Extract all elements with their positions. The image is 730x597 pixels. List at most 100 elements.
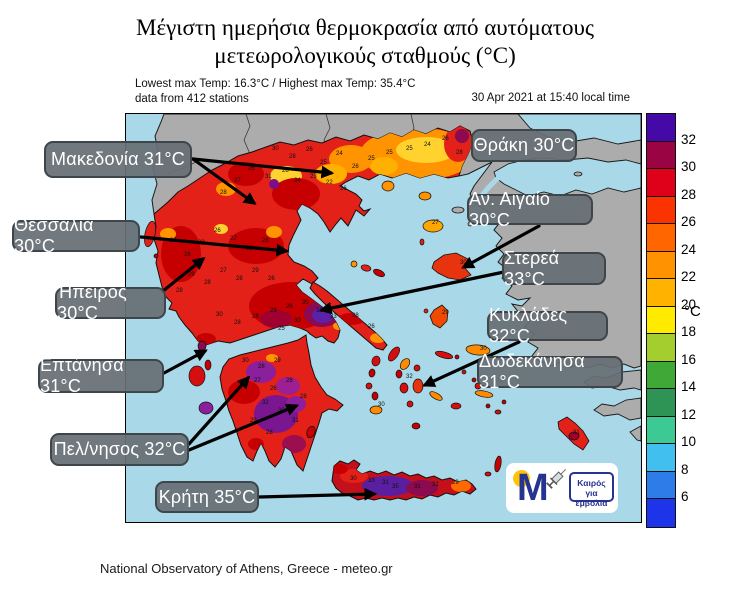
sun-icon — [513, 470, 530, 487]
island-chios — [429, 304, 449, 329]
station-temp-value: 31 — [292, 418, 299, 424]
temperature-patch — [266, 354, 278, 362]
callout-arrow — [161, 257, 206, 293]
gray-island — [451, 206, 465, 214]
island-kythira — [306, 425, 316, 439]
meteo-m-monogram: M — [517, 467, 549, 509]
subtitle: Lowest max Temp: 16.3°C / Highest max Te… — [135, 77, 415, 107]
island-corfu — [144, 220, 156, 248]
island-rhodes-interior — [568, 431, 580, 441]
colorbar-tick-label: 32 — [681, 131, 697, 147]
colorbar-band — [647, 416, 675, 445]
station-temp-value: 25 — [278, 326, 285, 332]
island-paxoi — [153, 253, 159, 259]
island-limnos — [422, 219, 444, 233]
island-ag-efstratios — [419, 238, 425, 246]
island-samothraki — [418, 191, 432, 201]
island-fourni — [454, 354, 460, 360]
logo-caption: Καιρός για εμβόλια — [569, 472, 614, 508]
station-temp-value: 26 — [268, 276, 275, 282]
station-temp-value: 26 — [184, 252, 191, 258]
colorbar-tick-label: 14 — [681, 379, 697, 395]
station-temp-value: 26 — [368, 324, 375, 330]
syringe-icon — [546, 468, 567, 489]
station-temp-value: 31 — [414, 484, 421, 490]
map-datetime: 30 Apr 2021 at 15:40 local time — [471, 92, 630, 104]
colorbar — [646, 113, 676, 528]
station-temp-value: 28 — [266, 430, 273, 436]
station-temp-value: 25 — [368, 156, 375, 162]
callout-dodekanisa: Δωδεκάνησα 31°C — [477, 351, 623, 392]
callout-arrow — [461, 224, 541, 269]
island-samos — [465, 344, 491, 356]
station-temp-value: 25 — [386, 150, 393, 156]
island-kasos — [484, 471, 492, 477]
subtitle-temps: Lowest max Temp: 16.3°C / Highest max Te… — [135, 78, 416, 90]
temperature-patch — [276, 377, 300, 395]
colorbar-tick-label: 10 — [681, 434, 697, 450]
station-temp-value: 29 — [270, 308, 277, 314]
colorbar-band — [647, 444, 675, 472]
callout-ipeiros: Ήπειρος 30°C — [55, 282, 166, 323]
marmaris-coast — [629, 425, 641, 442]
temperature-patch — [370, 157, 398, 175]
temperature-patch — [455, 129, 469, 143]
station-temp-value: 28 — [300, 394, 307, 400]
colorbar-band — [647, 141, 675, 170]
station-temp-value: 27 — [234, 178, 241, 184]
station-temp-value: 30 — [350, 476, 357, 482]
station-temp-value: 29 — [452, 480, 459, 486]
station-temp-value: 28 — [176, 288, 183, 294]
callout-arrow — [318, 270, 506, 315]
colorbar-ticks: 32 30 28 26 24 22 20 18 16 14 12 10 8 6 — [681, 113, 721, 526]
island-skopelos — [360, 264, 372, 272]
island-milos — [369, 405, 383, 415]
callout-pelnisos: Πελ/νησος 32°C — [50, 433, 189, 466]
island-zakynthos — [198, 401, 214, 415]
callout-eptanisa: Επτάνησα 31°C — [38, 355, 164, 396]
island-tilos — [494, 409, 502, 415]
colorbar-tick-label: 20 — [681, 296, 697, 312]
colorbar-band — [647, 361, 675, 390]
station-temp-value: 33 — [368, 478, 375, 484]
map-canvas: 30 28 26 25 24 26 25 25 25 24 26 28 28 31 26 27 28 24 23 22… — [126, 114, 641, 522]
callout-kriti: Κρήτη 35°C — [155, 481, 259, 513]
temperature-patch — [332, 464, 348, 474]
station-temp-value: 26 — [306, 147, 313, 153]
station-temp-value: 28 — [252, 314, 259, 320]
temperature-patch — [266, 226, 282, 238]
colorbar-tick-label: 24 — [681, 241, 697, 257]
island-astypalea — [450, 402, 462, 410]
island-paros — [399, 382, 409, 394]
station-temp-value: 30 — [216, 312, 223, 318]
colorbar-tick-label: 26 — [681, 214, 697, 230]
colorbar-band — [647, 196, 675, 225]
meteo-logo: M Καιρός για εμβόλια — [506, 463, 618, 513]
temperature-patch — [272, 178, 320, 210]
station-temp-value: 30 — [272, 146, 279, 152]
temperature-patch — [228, 162, 264, 186]
station-temp-value: 28 — [234, 320, 241, 326]
station-temp-value: 29 — [274, 358, 281, 364]
island-kea — [371, 355, 381, 367]
temperature-patch — [406, 480, 438, 496]
island-psara — [423, 308, 429, 314]
temperature-patch — [260, 310, 292, 328]
colorbar-band — [647, 389, 675, 417]
island-ithaki — [204, 359, 212, 371]
greece-temperature-map: 30 28 26 25 24 26 25 25 25 24 26 28 28 31 26 27 28 24 23 22… — [125, 113, 642, 523]
station-temp-value: 30 — [242, 358, 249, 364]
island-leros — [471, 377, 477, 383]
station-temp-value: 24 — [294, 178, 301, 184]
island-kefalonia — [188, 365, 206, 387]
datca-peninsula — [593, 397, 641, 421]
station-temp-value: 26 — [270, 386, 277, 392]
gray-island — [573, 171, 583, 177]
island-karpathos — [494, 455, 502, 473]
callout-thraki: Θράκη 30°C — [471, 129, 577, 162]
station-temp-value: 26 — [442, 136, 449, 142]
callout-arrow — [187, 403, 299, 452]
station-temp-value: 24 — [424, 142, 431, 148]
colorbar-tick-label: 30 — [681, 159, 697, 175]
